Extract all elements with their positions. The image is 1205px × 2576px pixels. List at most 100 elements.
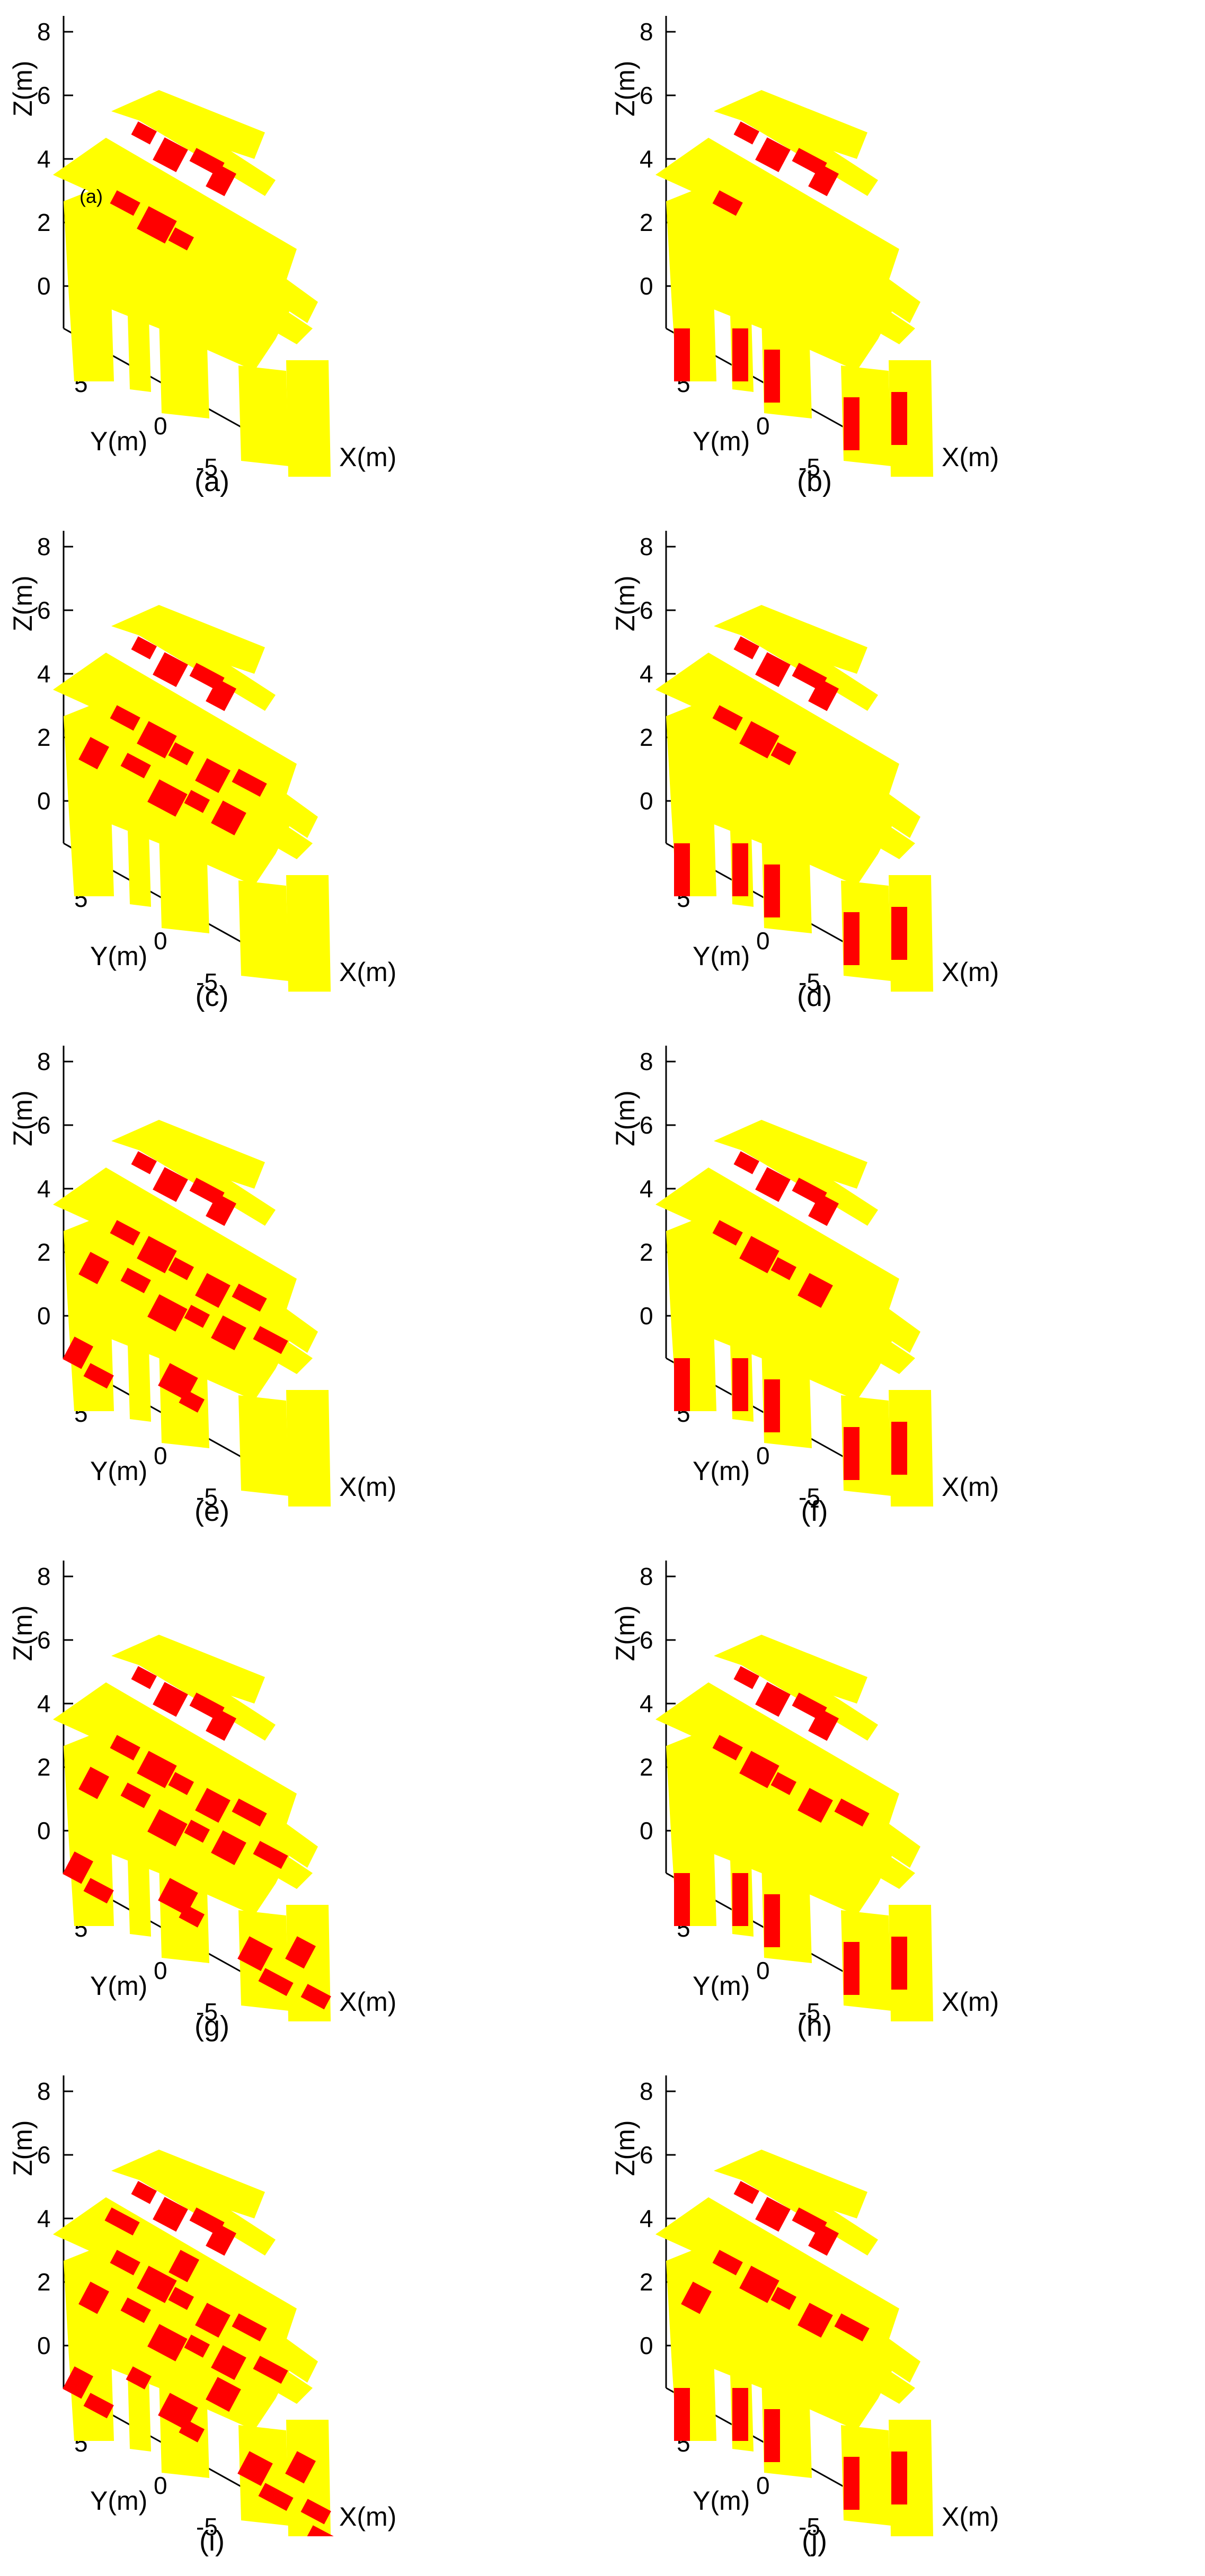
y-axis-title: Y(m) xyxy=(90,426,147,456)
red-region xyxy=(674,1873,690,1926)
red-region xyxy=(808,1708,839,1741)
red-region xyxy=(732,1873,748,1926)
z-tick-label: 8 xyxy=(37,533,51,560)
x-axis-title: X(m) xyxy=(339,957,396,987)
y-tick-label: 0 xyxy=(756,2472,770,2499)
pillar xyxy=(286,1390,331,1507)
z-tick-label: 4 xyxy=(37,660,51,688)
red-region xyxy=(232,1283,267,1312)
red-region xyxy=(110,705,140,731)
red-region xyxy=(764,1379,780,1432)
panel-caption: (e) xyxy=(194,1495,229,1527)
red-region xyxy=(770,742,796,765)
z-tick-label: 4 xyxy=(37,1175,51,1202)
red-region xyxy=(206,164,236,197)
z-tick-label: 0 xyxy=(37,787,51,815)
red-region xyxy=(63,1336,93,1369)
red-region xyxy=(891,1937,907,1990)
z-axis-title: Z(m) xyxy=(8,2120,38,2177)
red-region xyxy=(674,2388,690,2441)
z-tick-label: 2 xyxy=(640,2268,653,2296)
y-tick-label: -5 xyxy=(196,2513,218,2536)
red-region xyxy=(131,1151,157,1174)
z-tick-label: 4 xyxy=(640,145,653,173)
pillar xyxy=(238,366,289,466)
z-tick-label: 8 xyxy=(640,533,653,560)
z-tick-label: 0 xyxy=(640,1817,653,1844)
red-region xyxy=(206,2223,236,2256)
roof-tier xyxy=(761,2314,915,2404)
red-region xyxy=(732,2388,748,2441)
panel-caption: (b) xyxy=(797,466,832,497)
red-region xyxy=(110,190,140,216)
y-tick-label: 0 xyxy=(154,412,167,440)
red-region xyxy=(131,2181,157,2204)
red-region xyxy=(78,2281,109,2314)
red-region xyxy=(147,779,188,817)
red-region xyxy=(110,2250,140,2276)
red-region xyxy=(770,1772,796,1795)
y-axis-title: Y(m) xyxy=(693,1456,750,1486)
z-axis-title: Z(m) xyxy=(610,576,640,632)
red-region xyxy=(674,328,690,381)
red-region xyxy=(681,2281,712,2314)
pillar xyxy=(889,360,934,477)
red-region xyxy=(891,392,907,445)
red-region xyxy=(253,2356,288,2384)
red-region xyxy=(147,1294,188,1332)
y-tick-label: -5 xyxy=(799,968,820,992)
red-region xyxy=(168,1257,194,1280)
panel-caption: (i) xyxy=(199,2525,225,2557)
red-region xyxy=(211,2345,246,2381)
red-region xyxy=(232,769,267,797)
y-axis-title: Y(m) xyxy=(693,1971,750,2001)
panel-caption: (a) xyxy=(194,466,229,497)
red-region xyxy=(195,1273,231,1308)
panel-caption: (d) xyxy=(797,981,832,1012)
z-tick-label: 8 xyxy=(37,1563,51,1590)
z-axis-title: Z(m) xyxy=(8,1091,38,1147)
panel-caption: (g) xyxy=(194,2010,229,2042)
roof-tier xyxy=(708,175,920,323)
red-region xyxy=(153,1167,188,1202)
red-region xyxy=(891,2452,907,2504)
red-region xyxy=(78,737,109,770)
x-axis-title: X(m) xyxy=(942,2502,999,2532)
x-axis-title: X(m) xyxy=(339,1472,396,1502)
red-region xyxy=(285,2451,316,2484)
red-region xyxy=(232,2313,267,2342)
red-region xyxy=(78,1767,109,1799)
pillar xyxy=(889,2420,934,2536)
y-axis-title: Y(m) xyxy=(90,2486,147,2516)
roof-tier xyxy=(761,254,915,344)
red-region xyxy=(137,2266,177,2303)
red-region xyxy=(808,1193,839,1226)
red-region xyxy=(764,2409,780,2462)
z-tick-label: 0 xyxy=(37,272,51,300)
red-region xyxy=(674,1358,690,1411)
red-region xyxy=(834,2313,870,2342)
red-region xyxy=(179,2419,205,2443)
z-tick-label: 8 xyxy=(640,1048,653,1075)
z-tick-label: 6 xyxy=(37,1111,51,1139)
panel-caption: (c) xyxy=(195,981,229,1012)
red-region xyxy=(168,2287,194,2310)
pillar xyxy=(127,1326,151,1422)
red-region xyxy=(184,2334,210,2358)
red-region xyxy=(137,206,177,244)
z-axis-title: Z(m) xyxy=(610,61,640,117)
y-axis-title: Y(m) xyxy=(90,1971,147,2001)
z-tick-label: 4 xyxy=(640,1175,653,1202)
red-region xyxy=(764,1894,780,1947)
red-region xyxy=(733,636,759,659)
pillar xyxy=(69,297,114,381)
